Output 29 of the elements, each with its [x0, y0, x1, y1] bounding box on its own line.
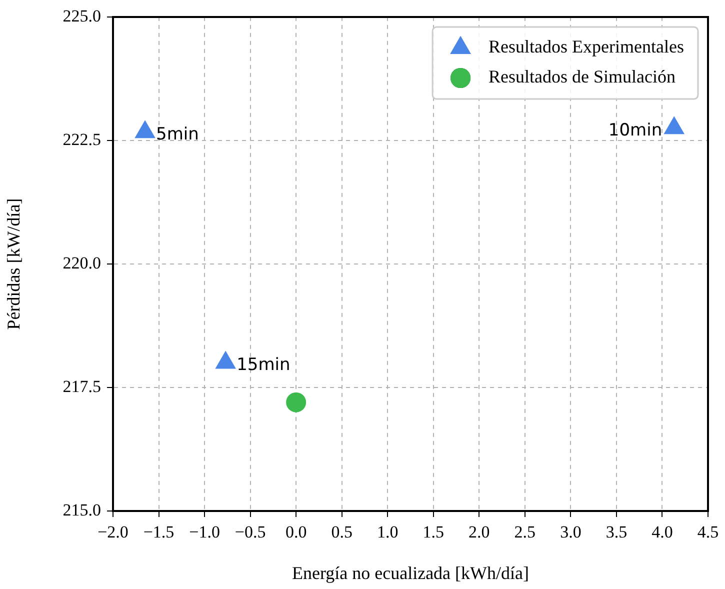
x-tick-label: 0.0: [285, 522, 307, 542]
y-tick-label: 222.5: [62, 130, 101, 149]
x-tick-label: 0.5: [331, 522, 352, 542]
point: [134, 120, 156, 138]
x-axis-title: Energía no ecualizada [kWh/día]: [292, 562, 530, 583]
annotation: 10min: [608, 120, 662, 141]
x-tick-label: 3.5: [606, 522, 628, 542]
point: [664, 116, 685, 134]
legend-label: Resultados de Simulación: [488, 66, 676, 87]
y-tick-label: 217.5: [62, 376, 101, 396]
y-tick-label: 220.0: [62, 253, 101, 272]
x-tick-label: −2.0: [98, 522, 128, 542]
x-tick-label: 1.0: [376, 522, 398, 542]
x-tick-label: 2.5: [514, 522, 536, 542]
x-tick-label: 4.5: [697, 522, 719, 542]
x-tick-label: 2.0: [468, 522, 490, 542]
x-tick-label: 4.0: [652, 522, 673, 542]
legend-label: Resultados Experimentales: [488, 36, 684, 57]
annotation: 15min: [236, 355, 290, 376]
point: [286, 392, 306, 412]
x-tick-label: −1.5: [143, 522, 174, 542]
x-tick-label: −0.5: [234, 522, 266, 542]
x-tick-label: −1.0: [189, 522, 220, 542]
annotation: 5min: [156, 124, 199, 145]
x-tick-label: 1.5: [422, 522, 444, 542]
y-tick-label: 225.0: [62, 6, 101, 26]
y-tick-label: 215.0: [62, 500, 101, 520]
x-tick-label: 3.0: [560, 522, 582, 542]
y-axis-title: Pérdidas [kW/día]: [4, 198, 24, 330]
